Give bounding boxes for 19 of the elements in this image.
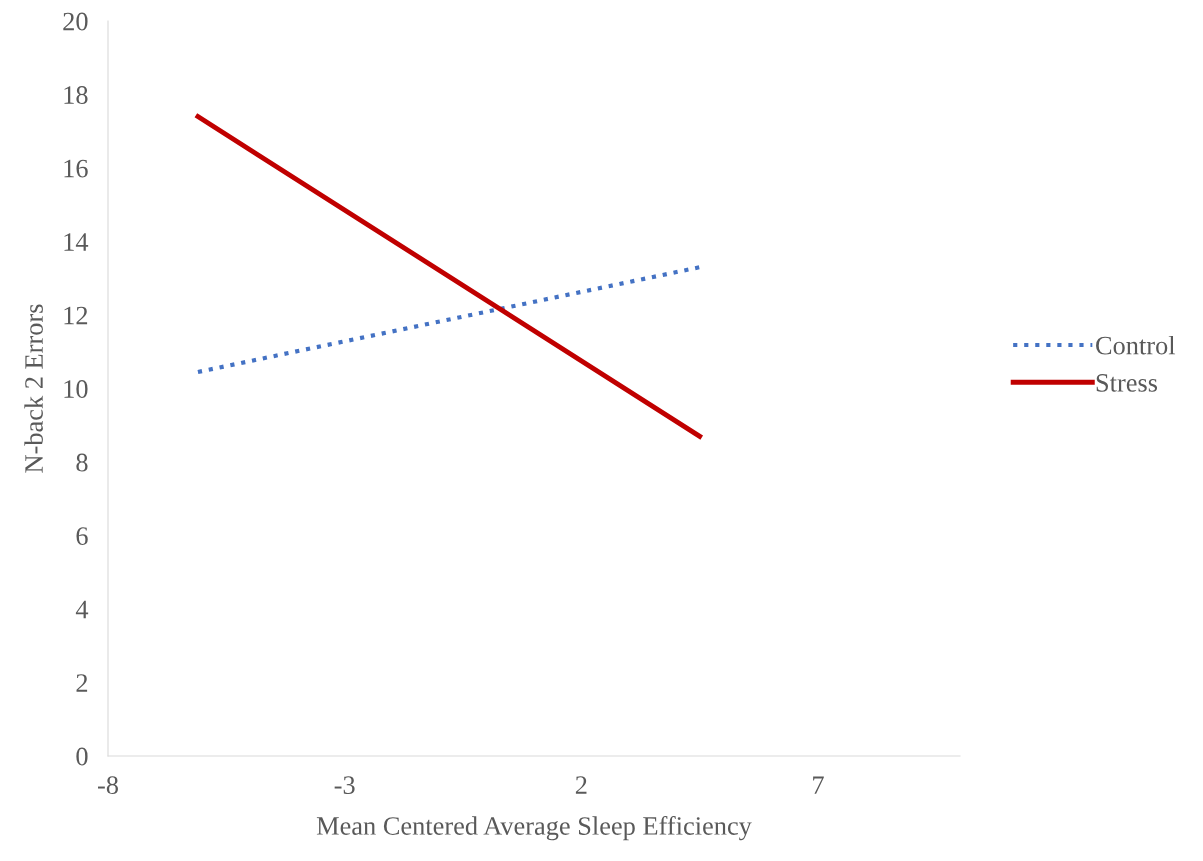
y-tick-label: 18 — [64, 86, 88, 104]
y-tick-label: 8 — [76, 453, 88, 472]
y-tick-label: 20 — [63, 12, 88, 31]
y-tick-label: 6 — [76, 527, 88, 545]
y-tick-label: 14 — [64, 233, 89, 251]
y-tick-label: 0 — [76, 747, 88, 766]
y-tick-label: 10 — [64, 380, 88, 398]
y-axis-title: N-back 2 Errors — [24, 304, 43, 473]
x-tick-label: -3 — [334, 776, 355, 795]
legend-label: Stress — [1096, 374, 1158, 392]
y-tick-label: 2 — [76, 674, 88, 692]
legend-label: Control — [1096, 335, 1176, 355]
x-tick-label: -8 — [97, 776, 118, 795]
y-tick-label: 4 — [75, 600, 89, 619]
y-tick-label: 12 — [64, 306, 88, 325]
x-tick-label: 7 — [813, 776, 824, 794]
x-axis-title: Mean Centered Average Sleep Efficiency — [316, 816, 752, 841]
x-tick-label: 2 — [575, 776, 587, 794]
y-tick-label: 16 — [64, 159, 88, 178]
